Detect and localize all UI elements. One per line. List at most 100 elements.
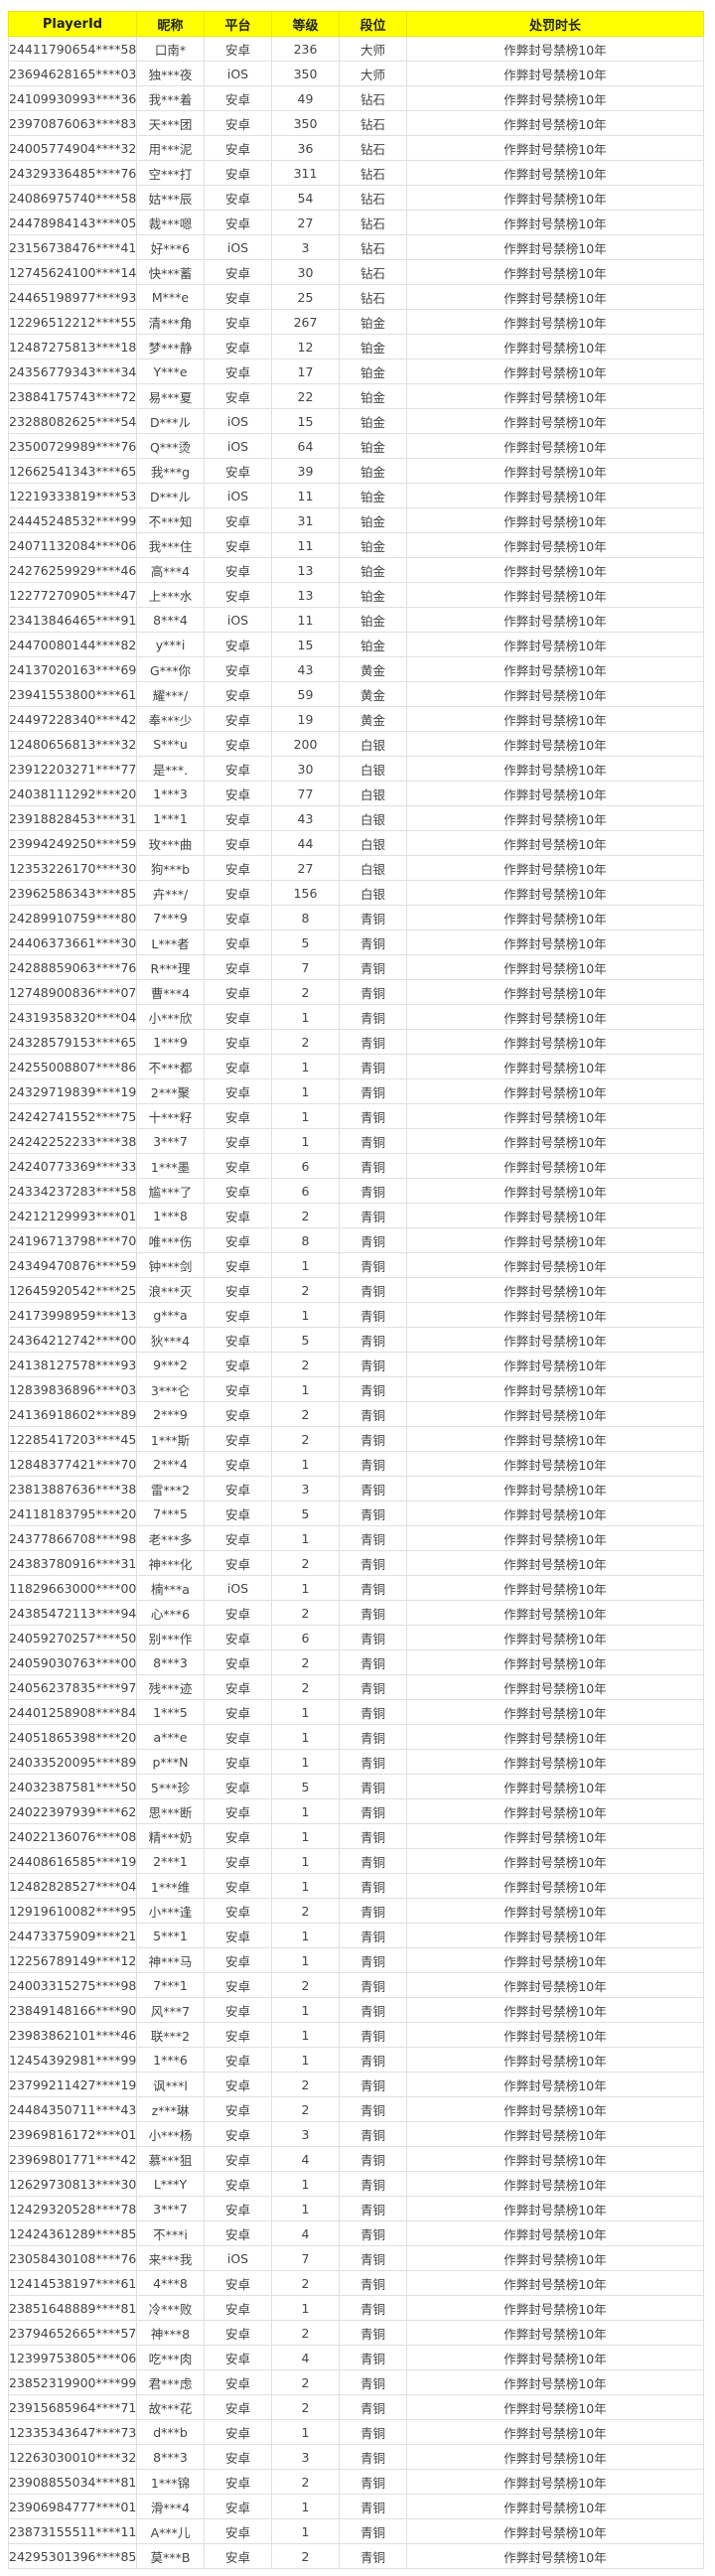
level-cell: 39 (271, 458, 340, 484)
level-cell: 2 (271, 979, 340, 1005)
penalty-cell: 作弊封号禁榜10年 (406, 781, 704, 806)
level-cell: 1 (271, 1823, 340, 1849)
nickname-cell: 心***6 (136, 1600, 205, 1626)
platform-cell: 安卓 (204, 2220, 272, 2246)
rank-cell: 青铜 (339, 1426, 407, 1452)
nickname-cell: g***a (136, 1302, 205, 1328)
penalty-cell: 作弊封号禁榜10年 (406, 2196, 704, 2221)
penalty-cell: 作弊封号禁榜10年 (406, 135, 704, 161)
level-cell: 43 (271, 656, 340, 682)
platform-cell: 安卓 (204, 930, 272, 955)
header-penalty: 处罚时长 (406, 11, 704, 37)
nickname-cell: 别***作 (136, 1625, 205, 1650)
level-cell: 2 (271, 2270, 340, 2296)
player-id-cell: 12487275813****1858 (8, 334, 137, 359)
player-id-cell: 23413846465****9195 (8, 607, 137, 633)
level-cell: 36 (271, 135, 340, 161)
penalty-cell: 作弊封号禁榜10年 (406, 2369, 704, 2395)
level-cell: 59 (271, 681, 340, 707)
player-id-cell: 12256789149****1209 (8, 1947, 137, 1973)
nickname-cell: 独***夜 (136, 61, 205, 86)
nickname-cell: Q***烫 (136, 433, 205, 459)
player-id-cell: 24288859063****7662 (8, 954, 137, 980)
penalty-cell: 作弊封号禁榜10年 (406, 1029, 704, 1055)
player-id-cell: 23058430108****7631 (8, 2245, 137, 2271)
level-cell: 1 (271, 2022, 340, 2048)
rank-cell: 青铜 (339, 2196, 407, 2221)
level-cell: 2 (271, 2096, 340, 2122)
nickname-cell: y***i (136, 632, 205, 657)
rank-cell: 青铜 (339, 2320, 407, 2346)
platform-cell: 安卓 (204, 1823, 272, 1849)
nickname-cell: 卉***/ (136, 880, 205, 906)
rank-cell: 青铜 (339, 1203, 407, 1228)
level-cell: 3 (271, 234, 340, 260)
player-id-cell: 23500729989****7646 (8, 433, 137, 459)
platform-cell: 安卓 (204, 2196, 272, 2221)
rank-cell: 青铜 (339, 1178, 407, 1204)
nickname-cell: L***者 (136, 930, 205, 955)
penalty-cell: 作弊封号禁榜10年 (406, 1352, 704, 1377)
penalty-cell: 作弊封号禁榜10年 (406, 2320, 704, 2346)
nickname-cell: 狗***b (136, 855, 205, 881)
player-id-cell: 12219333819****5377 (8, 483, 137, 508)
player-id-cell: 23849148166****9037 (8, 1997, 137, 2023)
nickname-cell: 精***奶 (136, 1823, 205, 1849)
level-cell: 8 (271, 905, 340, 930)
nickname-cell: 8***3 (136, 2444, 205, 2470)
platform-cell: 安卓 (204, 1004, 272, 1030)
platform-cell: 安卓 (204, 1302, 272, 1328)
penalty-cell: 作弊封号禁榜10年 (406, 334, 704, 359)
platform-cell: iOS (204, 433, 272, 459)
rank-cell: 铂金 (339, 334, 407, 359)
nickname-cell: 老***多 (136, 1525, 205, 1551)
penalty-cell: 作弊封号禁榜10年 (406, 979, 704, 1005)
level-cell: 2 (271, 2394, 340, 2420)
penalty-cell: 作弊封号禁榜10年 (406, 1426, 704, 1452)
rank-cell: 青铜 (339, 905, 407, 930)
rank-cell: 青铜 (339, 2047, 407, 2073)
platform-cell: iOS (204, 234, 272, 260)
level-cell: 4 (271, 2220, 340, 2246)
nickname-cell: Y***e (136, 358, 205, 384)
nickname-cell: 唯***伤 (136, 1227, 205, 1253)
nickname-cell: 梦***静 (136, 334, 205, 359)
level-cell: 3 (271, 2444, 340, 2470)
rank-cell: 青铜 (339, 1947, 407, 1973)
player-id-cell: 24408616585****1943 (8, 1848, 137, 1874)
penalty-cell: 作弊封号禁榜10年 (406, 1078, 704, 1104)
rank-cell: 青铜 (339, 1997, 407, 2023)
level-cell: 350 (271, 61, 340, 86)
rank-cell: 青铜 (339, 1798, 407, 1824)
penalty-cell: 作弊封号禁榜10年 (406, 1873, 704, 1899)
level-cell: 6 (271, 1625, 340, 1650)
nickname-cell: 神***马 (136, 1947, 205, 1973)
player-id-cell: 11829663000****0047 (8, 1575, 137, 1601)
penalty-cell: 作弊封号禁榜10年 (406, 309, 704, 335)
penalty-cell: 作弊封号禁榜10年 (406, 1947, 704, 1973)
platform-cell: 安卓 (204, 1327, 272, 1353)
player-id-cell: 23941553800****6116 (8, 681, 137, 707)
platform-cell: 安卓 (204, 1252, 272, 1278)
level-cell: 19 (271, 706, 340, 732)
penalty-cell: 作弊封号禁榜10年 (406, 855, 704, 881)
player-id-cell: 23851648889****8151 (8, 2295, 137, 2321)
rank-cell: 青铜 (339, 2245, 407, 2271)
platform-cell: iOS (204, 607, 272, 633)
